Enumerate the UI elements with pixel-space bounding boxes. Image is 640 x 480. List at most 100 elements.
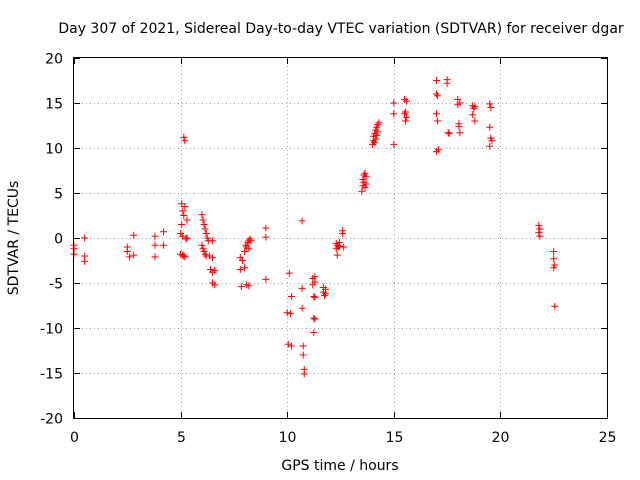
data-point	[245, 245, 253, 253]
axis-tick-labels: 0 5 10 15 20 25 -20 -15 -10 -5 0 5 10 15 20	[40, 52, 616, 447]
y-tick-label: -10	[40, 322, 63, 338]
data-point	[470, 104, 478, 112]
data-point	[333, 251, 341, 259]
data-point	[371, 139, 379, 147]
data-point	[182, 235, 190, 243]
data-point	[299, 351, 307, 359]
data-point	[390, 99, 398, 107]
y-tick-label: 15	[45, 97, 63, 113]
data-point	[374, 121, 382, 129]
data-point	[550, 248, 558, 255]
data-point	[456, 129, 464, 137]
data-point	[322, 290, 330, 298]
data-point	[536, 232, 544, 240]
data-point	[374, 128, 382, 136]
data-point	[178, 221, 186, 228]
data-point	[488, 137, 496, 145]
data-point	[262, 224, 270, 232]
data-point	[209, 254, 217, 262]
data-point	[283, 309, 291, 317]
data-point	[180, 133, 188, 141]
data-point	[361, 169, 369, 177]
data-point	[456, 99, 464, 107]
x-tick-label: 5	[177, 430, 186, 446]
data-point	[287, 293, 295, 300]
data-point	[390, 110, 398, 118]
data-point	[209, 237, 217, 245]
x-tick-label: 0	[70, 430, 79, 446]
data-point	[236, 266, 244, 273]
data-point	[536, 225, 544, 233]
y-tick-label: -20	[40, 412, 63, 428]
y-tick-label: -5	[49, 277, 63, 293]
data-point	[444, 129, 452, 137]
plot-frame	[73, 57, 608, 419]
data-point	[151, 253, 159, 261]
data-point	[246, 235, 254, 243]
data-point	[180, 212, 188, 219]
data-point	[432, 90, 440, 98]
data-point	[432, 77, 440, 84]
data-point	[241, 248, 249, 255]
y-tick-label: 10	[45, 142, 63, 158]
data-point	[535, 221, 543, 229]
data-point	[198, 211, 206, 219]
data-point	[123, 248, 131, 255]
data-point	[469, 111, 477, 119]
data-point	[130, 251, 138, 259]
data-point	[390, 140, 398, 148]
data-point	[550, 255, 558, 263]
data-point	[403, 113, 411, 121]
data-point	[434, 92, 442, 100]
data-point	[362, 180, 370, 188]
data-point	[199, 216, 207, 224]
data-point	[160, 241, 168, 249]
data-point	[81, 257, 89, 265]
data-point	[487, 104, 495, 111]
data-point	[335, 242, 343, 250]
data-point	[298, 304, 306, 312]
data-point	[298, 217, 306, 225]
data-point	[340, 243, 348, 251]
data-point	[238, 257, 246, 264]
y-tick-label: -15	[40, 367, 63, 383]
data-point	[262, 275, 270, 283]
data-point	[471, 117, 479, 125]
x-tick-label: 20	[492, 430, 510, 446]
data-point	[551, 261, 559, 269]
data-point	[201, 225, 209, 233]
data-point	[202, 230, 210, 237]
data-point	[358, 187, 366, 195]
data-point	[486, 100, 494, 108]
data-point	[151, 232, 159, 240]
data-point	[198, 241, 206, 249]
data-point	[205, 252, 213, 260]
data-point	[535, 229, 543, 237]
x-tick-label: 25	[599, 430, 617, 446]
data-point	[310, 293, 318, 300]
data-point	[181, 203, 189, 210]
data-point	[247, 237, 255, 245]
data-point	[237, 283, 245, 291]
data-point	[361, 184, 369, 192]
grid	[74, 58, 607, 418]
axis-ticks	[74, 58, 608, 419]
x-tick-label: 10	[279, 430, 297, 446]
data-point	[130, 231, 138, 239]
data-point	[298, 284, 306, 292]
data-point	[486, 123, 494, 131]
x-axis-label: GPS time / hours	[281, 458, 398, 474]
chart-title: Day 307 of 2021, Sidereal Day-to-day VTE…	[58, 21, 624, 37]
data-point	[310, 314, 318, 322]
data-point	[400, 110, 408, 118]
data-point	[183, 216, 191, 224]
data-point	[311, 315, 319, 323]
data-point	[179, 207, 187, 215]
data-point	[151, 241, 159, 249]
data-point	[486, 142, 494, 150]
data-point	[339, 230, 347, 237]
data-point	[300, 370, 308, 378]
data-point	[445, 130, 453, 138]
data-point	[375, 119, 383, 127]
